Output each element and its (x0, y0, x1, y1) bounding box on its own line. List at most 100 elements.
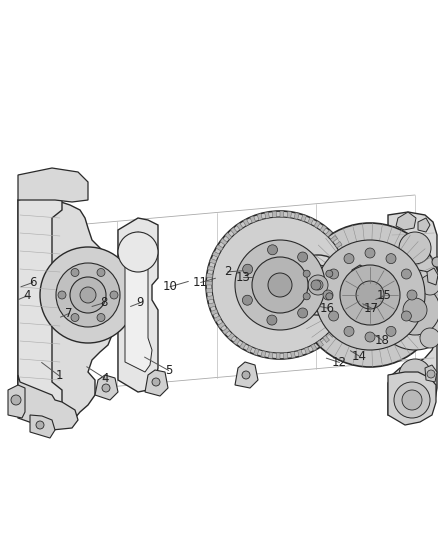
Polygon shape (311, 344, 317, 351)
Circle shape (288, 255, 348, 315)
Polygon shape (304, 347, 310, 354)
Circle shape (328, 269, 339, 279)
Text: 9: 9 (136, 296, 144, 309)
Circle shape (298, 223, 438, 367)
Circle shape (298, 252, 307, 262)
Polygon shape (346, 270, 353, 274)
Circle shape (152, 378, 160, 386)
Circle shape (40, 247, 136, 343)
Circle shape (375, 270, 438, 350)
Text: 2: 2 (224, 265, 232, 278)
Circle shape (268, 245, 278, 255)
Circle shape (70, 277, 106, 313)
Polygon shape (317, 340, 324, 347)
Text: 15: 15 (377, 289, 392, 302)
Polygon shape (250, 216, 256, 223)
Circle shape (328, 311, 339, 321)
Circle shape (323, 290, 333, 300)
Circle shape (401, 311, 411, 321)
Polygon shape (18, 375, 78, 430)
Text: 4: 4 (23, 289, 31, 302)
Circle shape (71, 313, 79, 321)
Polygon shape (95, 375, 118, 400)
Circle shape (365, 248, 375, 258)
Polygon shape (125, 232, 152, 372)
Circle shape (313, 280, 323, 290)
Polygon shape (211, 309, 218, 315)
Circle shape (326, 270, 333, 277)
Circle shape (394, 382, 430, 418)
Circle shape (252, 257, 308, 313)
Circle shape (97, 313, 105, 321)
Polygon shape (225, 233, 232, 239)
Text: 16: 16 (320, 302, 335, 314)
Polygon shape (272, 211, 276, 217)
Polygon shape (425, 365, 437, 382)
Polygon shape (345, 262, 351, 268)
Polygon shape (418, 218, 430, 232)
Polygon shape (240, 342, 246, 349)
Polygon shape (388, 212, 437, 420)
Polygon shape (301, 215, 307, 222)
Circle shape (344, 254, 354, 264)
Polygon shape (210, 259, 216, 264)
Polygon shape (218, 322, 225, 328)
Polygon shape (18, 168, 88, 202)
Text: 13: 13 (236, 271, 251, 284)
Text: 4: 4 (101, 372, 109, 385)
Text: 17: 17 (364, 302, 379, 314)
Text: 1: 1 (55, 369, 63, 382)
Polygon shape (427, 268, 438, 285)
Circle shape (356, 281, 384, 309)
Polygon shape (18, 188, 62, 415)
Circle shape (118, 232, 158, 272)
Circle shape (110, 291, 118, 299)
Circle shape (58, 291, 66, 299)
Text: 18: 18 (374, 334, 389, 346)
Polygon shape (291, 352, 295, 358)
Polygon shape (341, 313, 348, 319)
Polygon shape (396, 212, 416, 230)
Polygon shape (118, 218, 158, 392)
Polygon shape (214, 316, 221, 322)
Circle shape (212, 217, 348, 353)
Circle shape (80, 287, 96, 303)
Polygon shape (348, 285, 354, 289)
Text: 8: 8 (101, 296, 108, 309)
Polygon shape (207, 296, 213, 301)
Circle shape (267, 315, 277, 325)
Polygon shape (247, 345, 252, 353)
Text: 6: 6 (29, 276, 37, 289)
Circle shape (401, 269, 411, 279)
Circle shape (326, 293, 333, 300)
Polygon shape (342, 255, 349, 261)
Circle shape (420, 275, 438, 295)
Polygon shape (328, 330, 335, 337)
Polygon shape (206, 281, 212, 285)
Polygon shape (280, 211, 284, 217)
Polygon shape (294, 213, 299, 219)
Polygon shape (323, 336, 329, 343)
Circle shape (340, 265, 400, 325)
Polygon shape (385, 300, 400, 318)
Circle shape (303, 293, 310, 300)
Circle shape (56, 263, 120, 327)
Circle shape (311, 280, 321, 290)
Circle shape (308, 275, 328, 295)
Polygon shape (265, 212, 269, 219)
Polygon shape (208, 303, 215, 308)
Circle shape (97, 269, 105, 277)
Polygon shape (331, 236, 338, 242)
Circle shape (432, 257, 438, 267)
Text: 7: 7 (65, 307, 73, 320)
Polygon shape (335, 241, 342, 248)
Polygon shape (18, 200, 112, 418)
Circle shape (303, 270, 310, 277)
Circle shape (36, 421, 44, 429)
Polygon shape (237, 223, 243, 230)
Polygon shape (276, 353, 280, 359)
Polygon shape (297, 350, 303, 357)
Polygon shape (30, 415, 55, 438)
Circle shape (206, 211, 354, 359)
Circle shape (390, 285, 438, 335)
